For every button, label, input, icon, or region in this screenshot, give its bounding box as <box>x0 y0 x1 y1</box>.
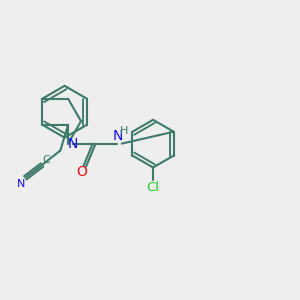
Text: N: N <box>113 129 123 143</box>
Text: N: N <box>17 179 25 189</box>
Text: Cl: Cl <box>147 181 160 194</box>
Text: O: O <box>76 165 87 179</box>
Text: H: H <box>120 126 129 136</box>
Text: C: C <box>43 154 50 164</box>
Text: N: N <box>67 136 78 151</box>
